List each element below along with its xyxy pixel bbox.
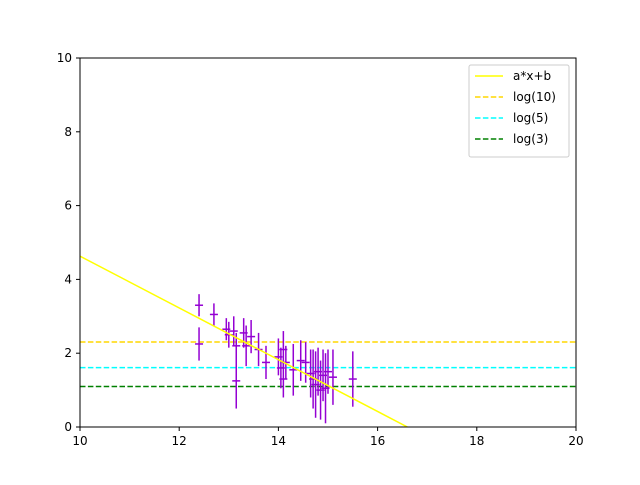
y-tick-label: 2 [64,346,72,360]
errorbar-point-29 [328,349,337,405]
y-tick-label: 4 [64,272,72,286]
errorbar-point-20 [301,342,310,383]
y-tick-label: 0 [64,420,72,434]
y-tick-label: 10 [57,51,72,65]
x-tick-label: 16 [370,434,385,448]
errorbar-point-12 [262,345,270,380]
y-tick-label: 8 [64,125,72,139]
errorbar-point-18 [289,343,298,396]
errorbar-point-19 [296,340,305,381]
errorbar-point-9 [242,325,251,367]
x-tick-label: 14 [271,434,286,448]
legend-box [468,64,570,158]
fit-line-layer [80,255,408,427]
legend-label: log(10) [513,90,556,104]
errorbar-series [195,294,357,424]
legend: a*x+b log(10) log(5) log(3) [468,64,570,158]
axes: 10 12 14 16 18 20 0 2 4 6 8 10 [57,51,584,448]
y-tick-label: 6 [64,199,72,213]
legend-label: a*x+b [513,69,551,83]
x-tick-label: 20 [568,434,583,448]
errorbar-point-1 [195,327,204,361]
errorbar-point-30 [348,351,357,407]
errorbar-point-0 [195,294,204,317]
errorbar-point-10 [247,319,256,354]
errorbar-point-7 [232,353,241,409]
errorbar-point-2 [209,303,218,326]
x-tick-label: 12 [172,434,187,448]
x-tick-label: 18 [469,434,484,448]
axes-frame [79,57,577,428]
legend-label: log(3) [513,132,548,146]
fit-line [80,255,408,427]
x-tick-label: 10 [72,434,87,448]
legend-label: log(5) [513,111,548,125]
errorbar-point-5 [229,316,238,346]
